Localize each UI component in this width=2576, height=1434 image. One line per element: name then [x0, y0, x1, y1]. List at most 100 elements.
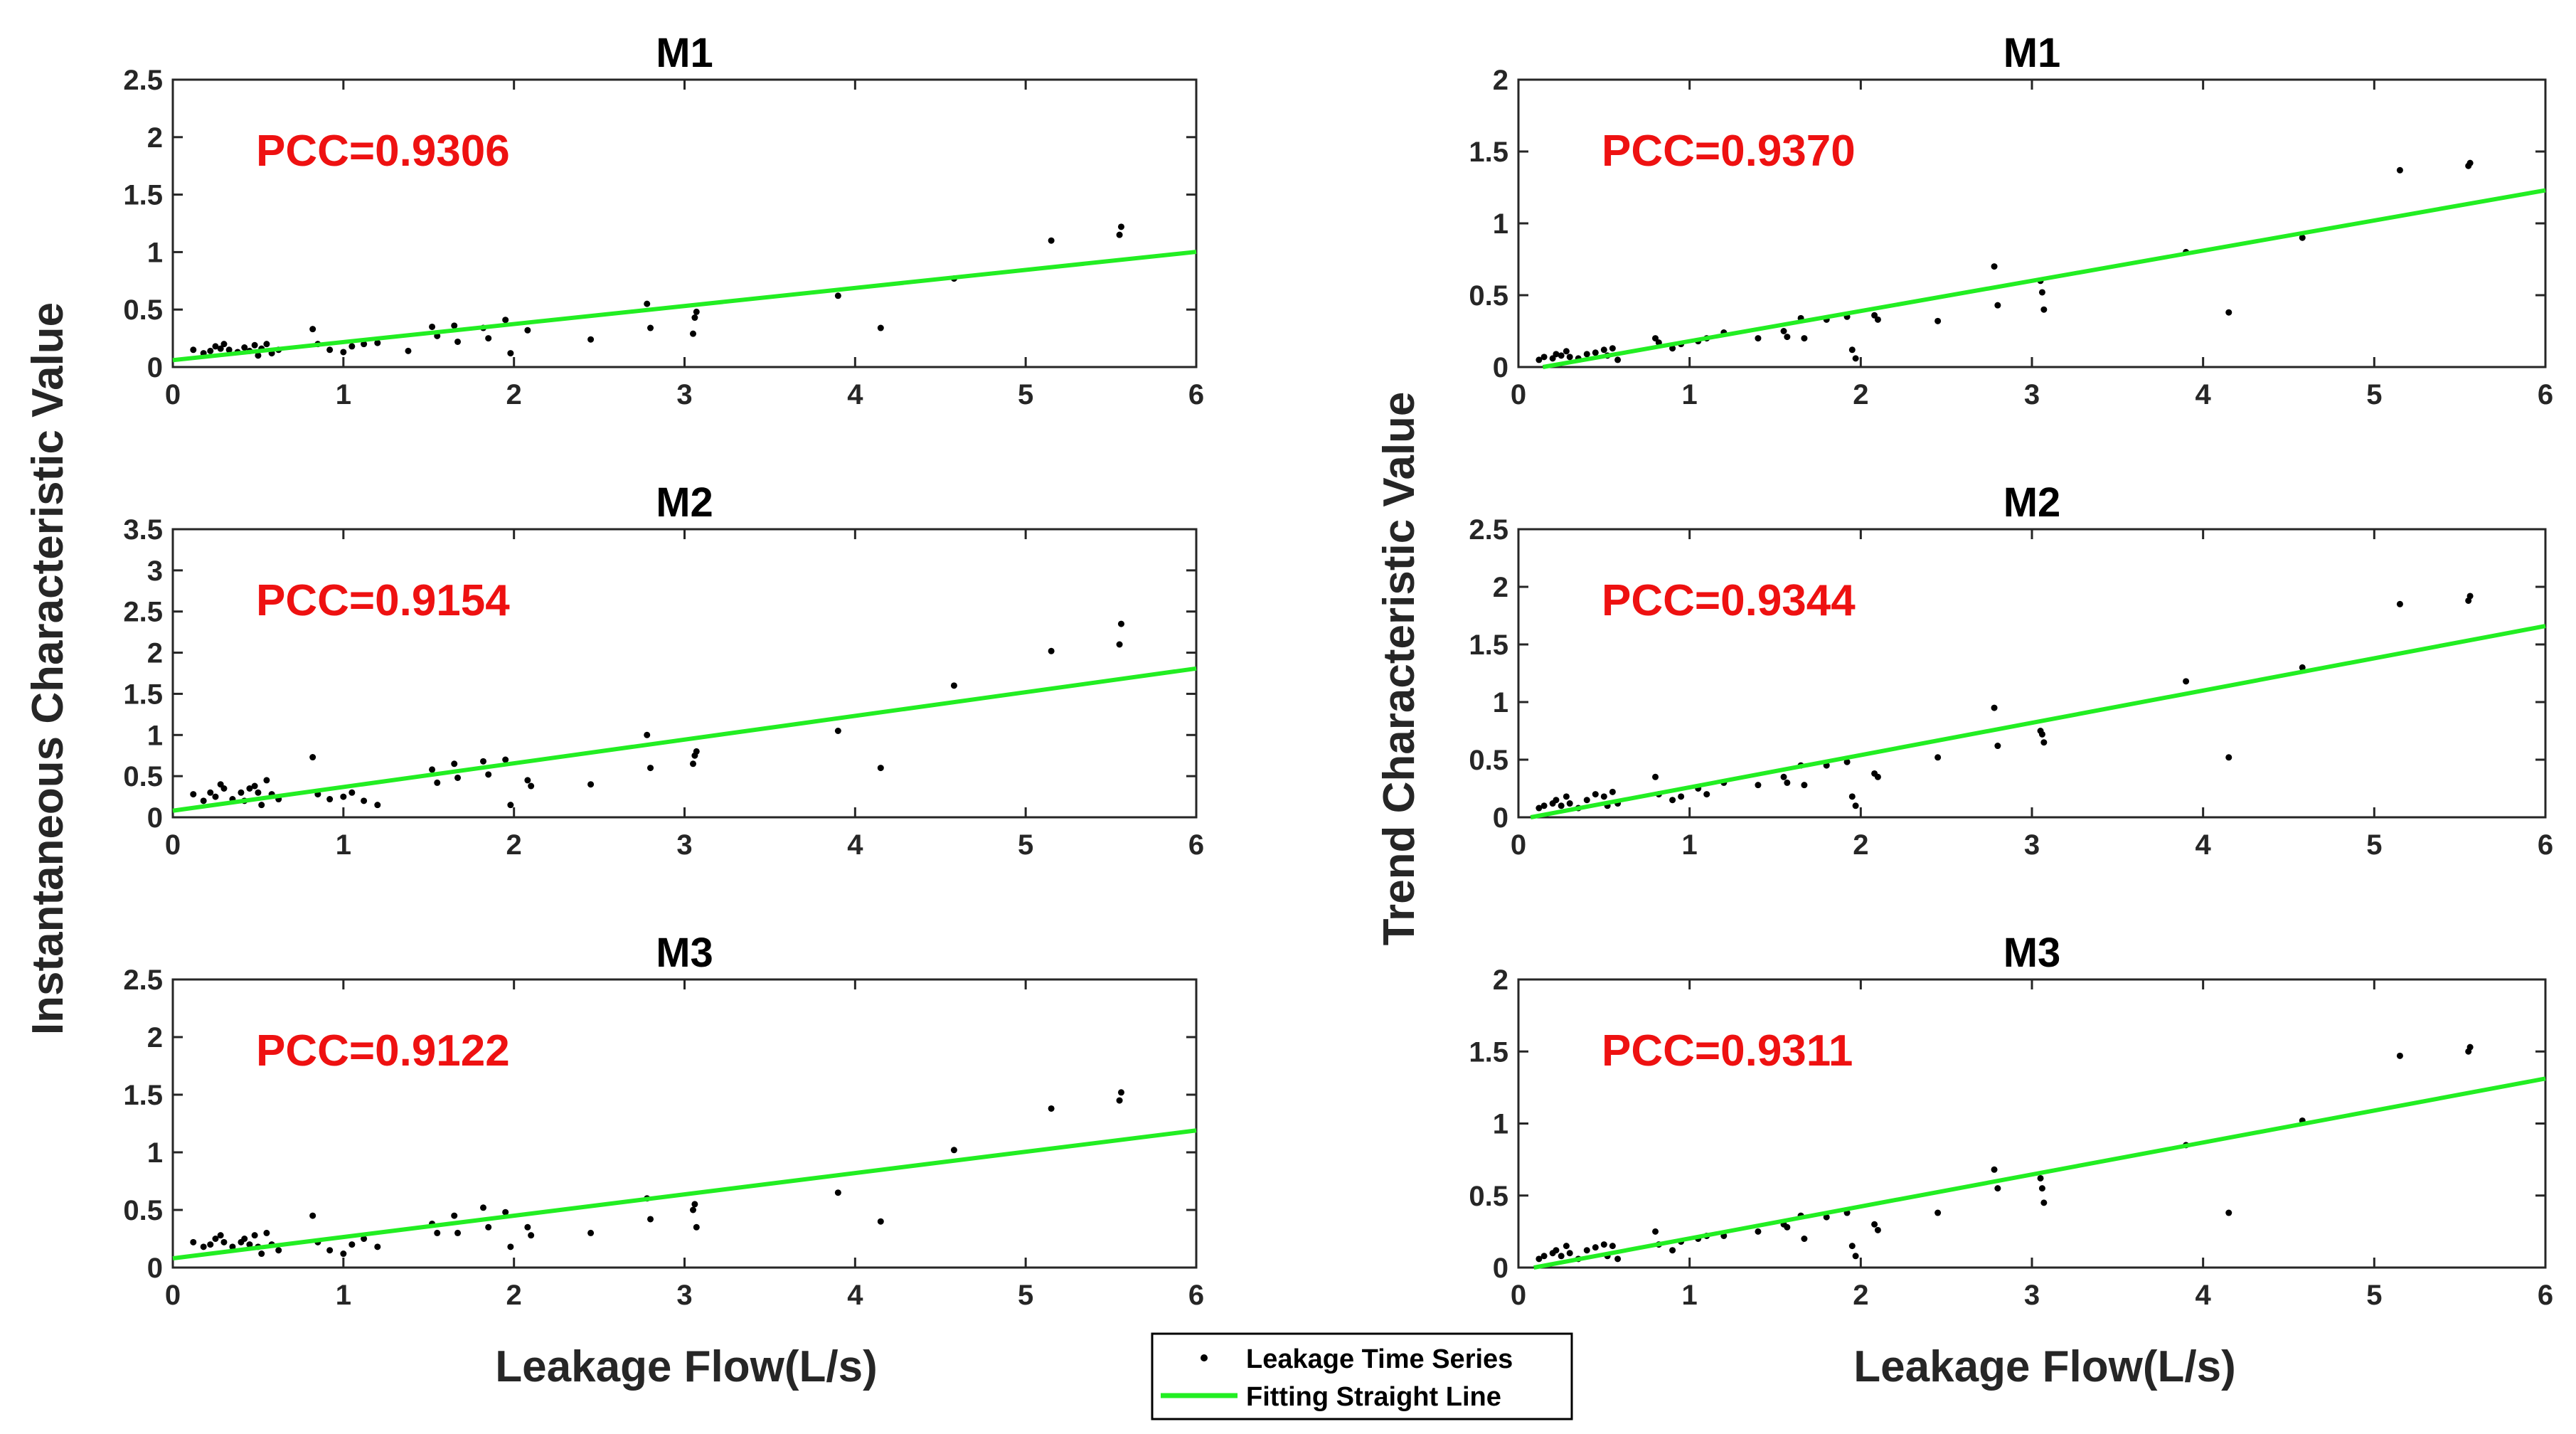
panel-title: M3	[656, 930, 713, 976]
data-point	[1583, 351, 1590, 358]
panel-6: M3 0 1 2 3 4 5 6 0 0.5 1 1.5 2 PCC=0.9311	[1469, 930, 2553, 1311]
y-tick-label: 3.5	[123, 514, 163, 546]
data-point	[1536, 804, 1543, 812]
data-point	[524, 1223, 531, 1231]
data-point	[1871, 1221, 1878, 1228]
data-point	[326, 796, 334, 803]
data-point	[361, 797, 368, 804]
panel-4: M2 0 1 2 3 4 5 6 0 0.5 1 1.5 2 2.5 PCC=0.9344	[1469, 479, 2553, 861]
fit-line	[172, 250, 1197, 363]
data-point	[1048, 237, 1055, 244]
data-point	[834, 728, 841, 734]
data-point	[950, 1147, 957, 1154]
right-y-axis-label: Trend Characteristic Value	[1375, 392, 1424, 946]
data-point	[1566, 800, 1573, 807]
y-tick-label: 0	[1493, 1253, 1508, 1284]
y-tick-label: 0.5	[1469, 280, 1508, 312]
pcc-annotation: PCC=0.9154	[256, 576, 510, 625]
x-tick-label: 5	[2366, 379, 2382, 410]
data-point	[1652, 335, 1659, 342]
data-point	[1669, 1247, 1676, 1254]
data-point	[1780, 328, 1787, 334]
data-point	[1801, 782, 1808, 789]
data-point	[1614, 356, 1622, 363]
data-point	[1874, 773, 1881, 780]
x-tick-label: 3	[676, 829, 692, 861]
data-point	[1843, 758, 1851, 765]
data-point	[1784, 779, 1791, 786]
data-point	[1614, 1255, 1622, 1263]
data-point	[255, 789, 262, 796]
y-tick-label: 2	[1493, 65, 1508, 96]
x-tick-label: 5	[1018, 1280, 1033, 1311]
data-point	[241, 1236, 248, 1242]
x-tick-label: 3	[2024, 1280, 2040, 1311]
data-point	[434, 1229, 441, 1236]
data-point	[255, 352, 262, 359]
data-point	[217, 1232, 224, 1239]
data-point	[1558, 1253, 1565, 1260]
data-point	[1048, 1105, 1055, 1112]
data-point	[1592, 1244, 1599, 1251]
data-point	[454, 338, 462, 345]
left-y-axis-label: Instantaneous Characteristic Value	[23, 302, 73, 1035]
data-point	[1563, 348, 1570, 355]
data-point	[1592, 791, 1599, 798]
data-point	[1540, 354, 1548, 361]
data-point	[263, 777, 270, 784]
data-point	[251, 782, 258, 790]
data-point	[2225, 1209, 2232, 1216]
x-tick-label: 4	[2196, 379, 2212, 410]
data-point	[587, 1229, 595, 1236]
panel-5: M3 0 1 2 3 4 5 6 0 0.5 1 1.5 2 2.5 PCC=0.9122	[123, 930, 1204, 1311]
data-point	[207, 1241, 214, 1248]
data-point	[190, 1238, 197, 1246]
x-tick-label: 0	[1511, 1280, 1526, 1311]
data-point	[485, 771, 492, 778]
data-point	[361, 1236, 368, 1242]
data-point	[1784, 1223, 1791, 1231]
pcc-annotation: PCC=0.9306	[256, 127, 510, 176]
data-point	[1991, 1166, 1998, 1173]
data-point	[1755, 782, 1762, 789]
data-point	[374, 802, 381, 809]
fit-line	[1542, 188, 2546, 369]
x-tick-label: 4	[847, 1280, 863, 1311]
panel-title: M1	[656, 30, 713, 76]
data-point	[263, 1229, 270, 1236]
data-point	[1991, 704, 1998, 711]
pcc-annotation: PCC=0.9311	[1602, 1026, 1853, 1076]
data-point	[309, 326, 316, 333]
data-point	[689, 330, 696, 337]
y-tick-label: 1.5	[1469, 630, 1508, 661]
panel-title: M2	[2003, 479, 2061, 526]
y-tick-label: 2.5	[1469, 514, 1508, 546]
legend-box	[1151, 1332, 1573, 1420]
y-tick-label: 1.5	[123, 180, 163, 211]
data-point	[1558, 802, 1565, 809]
data-point	[587, 336, 595, 343]
data-point	[485, 1223, 492, 1231]
data-point	[2225, 309, 2232, 316]
data-point	[212, 1236, 219, 1242]
data-point	[1592, 349, 1599, 356]
y-tick-label: 2	[147, 638, 163, 669]
x-tick-label: 1	[1682, 829, 1698, 861]
x-tick-label: 0	[165, 829, 181, 861]
y-tick-label: 1	[147, 237, 163, 268]
data-point	[258, 1250, 265, 1258]
data-point	[1048, 647, 1055, 654]
data-point	[479, 758, 486, 765]
y-tick-label: 1	[1493, 208, 1508, 240]
legend-label-leakage-time-series: Leakage Time Series	[1246, 1344, 1513, 1374]
panel-3: M2 0 1 2 3 4 5 6 0 0.5 1 1.5 2 2.5 3 3.5 PCC=0.9154	[123, 479, 1204, 861]
data-point	[524, 326, 531, 334]
data-point	[405, 347, 412, 354]
y-tick-label: 0	[1493, 802, 1508, 834]
y-tick-label: 0	[147, 352, 163, 383]
data-point	[2466, 593, 2474, 600]
legend: Leakage Time Series Fitting Straight Lin…	[1151, 1332, 1573, 1420]
data-point	[689, 760, 696, 768]
y-tick-label: 0	[147, 802, 163, 834]
